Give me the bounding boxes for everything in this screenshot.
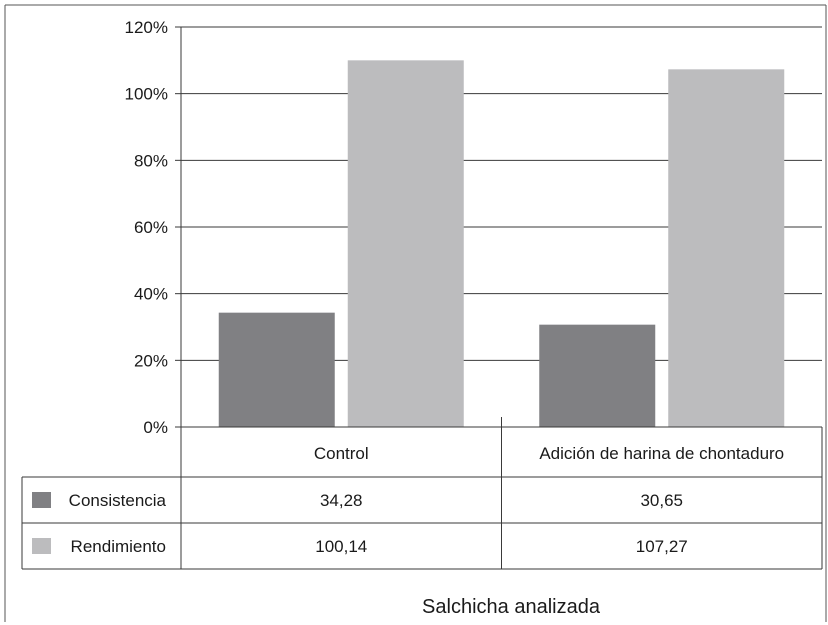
bar-consistencia-2 xyxy=(539,324,656,427)
y-tick-label: 20% xyxy=(134,351,168,370)
legend-label: Consistencia xyxy=(69,491,167,510)
bars xyxy=(218,60,785,427)
bar-consistencia-1 xyxy=(218,312,335,427)
data-value: 34,28 xyxy=(320,491,363,510)
legend-label: Rendimiento xyxy=(71,537,166,556)
category-label: Control xyxy=(314,444,369,463)
y-tick-label: 120% xyxy=(125,18,168,37)
bar-rendimiento-1 xyxy=(347,60,464,427)
data-value: 100,14 xyxy=(315,537,367,556)
data-table: Control Adición de harina de chontaduro Co… xyxy=(21,417,823,570)
bar-rendimiento-2 xyxy=(668,69,785,427)
y-tick-label: 100% xyxy=(125,85,168,104)
data-value: 30,65 xyxy=(640,491,683,510)
data-value: 107,27 xyxy=(636,537,688,556)
y-axis: 0% 20% 40% 60% 80% 100% 120% xyxy=(125,18,182,437)
legend-swatch-consistencia xyxy=(32,492,51,508)
y-tick-label: 40% xyxy=(134,285,168,304)
category-label: Adición de harina de chontaduro xyxy=(539,444,784,463)
y-tick-label: 0% xyxy=(143,418,168,437)
x-axis-title: Salchicha analizada xyxy=(422,596,601,618)
legend-swatch-rendimiento xyxy=(32,538,51,554)
y-tick-label: 60% xyxy=(134,218,168,237)
y-tick-label: 80% xyxy=(134,151,168,170)
